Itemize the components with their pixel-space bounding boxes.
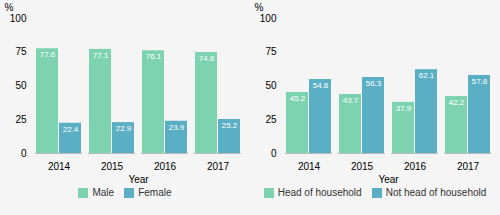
- svg-text:2015: 2015: [351, 161, 374, 172]
- html-text:Head of household: Head of household: [277, 187, 362, 198]
- html-text:Not head of household: Not head of household: [385, 187, 487, 198]
- svg-text:77.6: 77.6: [40, 50, 56, 59]
- svg-text:75: 75: [15, 46, 27, 57]
- svg-text:100: 100: [260, 13, 277, 24]
- svg-text:25.2: 25.2: [222, 121, 238, 130]
- svg-text:2017: 2017: [457, 161, 480, 172]
- svg-text:23.9: 23.9: [169, 123, 185, 132]
- svg-text:57.8: 57.8: [472, 77, 488, 86]
- svg-text:50: 50: [265, 80, 277, 91]
- svg-text:45.2: 45.2: [290, 94, 306, 103]
- svg-text:Year: Year: [378, 174, 399, 185]
- svg-text:56.3: 56.3: [366, 79, 382, 88]
- svg-text:62.1: 62.1: [419, 71, 435, 80]
- svg-text:2015: 2015: [101, 161, 124, 172]
- svg-text:37.9: 37.9: [396, 104, 412, 113]
- svg-text:2017: 2017: [207, 161, 230, 172]
- svg-text:%: %: [255, 2, 264, 13]
- html-text:Male: Male: [92, 187, 115, 198]
- svg-text:75: 75: [265, 46, 277, 57]
- svg-text:22.9: 22.9: [116, 124, 132, 133]
- svg-text:77.1: 77.1: [93, 51, 109, 60]
- svg-text:25: 25: [15, 114, 27, 125]
- svg-text:42.2: 42.2: [449, 98, 465, 107]
- html-text:Female: Female: [138, 187, 172, 198]
- svg-text:0: 0: [271, 148, 277, 159]
- svg-text:Year: Year: [128, 174, 149, 185]
- svg-text:%: %: [5, 2, 14, 13]
- svg-text:50: 50: [15, 80, 27, 91]
- svg-text:22.4: 22.4: [63, 125, 79, 134]
- svg-text:54.8: 54.8: [313, 81, 329, 90]
- svg-text:100: 100: [10, 13, 27, 24]
- svg-text:2016: 2016: [154, 161, 177, 172]
- svg-text:0: 0: [21, 148, 27, 159]
- svg-text:2016: 2016: [404, 161, 427, 172]
- svg-text:2014: 2014: [298, 161, 321, 172]
- svg-text:25: 25: [265, 114, 277, 125]
- svg-text:2014: 2014: [48, 161, 71, 172]
- svg-text:76.1: 76.1: [146, 52, 162, 61]
- svg-text:74.8: 74.8: [199, 54, 215, 63]
- svg-text:43.7: 43.7: [343, 96, 359, 105]
